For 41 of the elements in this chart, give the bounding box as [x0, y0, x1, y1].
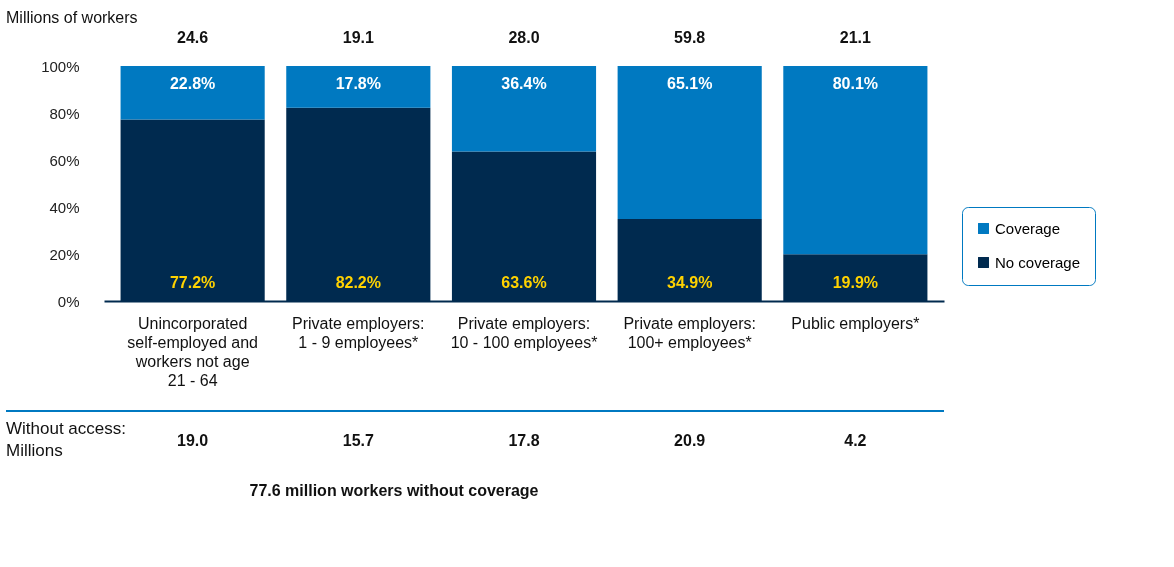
annotation: 59.8 [674, 29, 706, 46]
data-label: 36.4% [501, 75, 547, 92]
data-label: 77.2% [169, 274, 216, 291]
y-tick-label: 0% [57, 292, 80, 310]
bar [617, 66, 762, 219]
bar [783, 66, 928, 255]
text: Millions of workers [6, 9, 138, 26]
y-tick-label: 40% [49, 198, 80, 216]
legend-label: Coverage [995, 219, 1061, 237]
bar [286, 66, 431, 108]
annotation: 28.0 [508, 29, 540, 46]
data-label: 80.1% [832, 75, 879, 92]
x-tick-label: Private employers: 100+ employees* [623, 314, 756, 351]
annotation: 24.6 [177, 29, 209, 46]
bar [451, 66, 597, 152]
data-label: 63.6% [501, 274, 547, 291]
data-label: 34.9% [666, 274, 713, 291]
text: 19.0 [177, 432, 209, 449]
data-label: 65.1% [666, 75, 713, 92]
x-tick-label: Private employers: 10 - 100 employees* [450, 314, 598, 351]
bar [120, 66, 265, 120]
y-tick-label: 60% [49, 151, 80, 169]
text: Without access: Millions [6, 419, 126, 460]
data-label: 19.9% [832, 274, 879, 291]
annotation: 21.1 [839, 29, 872, 46]
data-label: 17.8% [335, 75, 382, 92]
text: 17.8 [508, 432, 540, 449]
y-tick-label: 80% [49, 104, 80, 122]
annotation: 19.1 [342, 29, 374, 46]
y-tick-label: 20% [49, 245, 80, 263]
text: 4.2 [844, 432, 867, 449]
x-tick-label: Public employers* [791, 314, 920, 332]
y-tick-label: 100% [41, 57, 80, 75]
text: 15.7 [342, 432, 374, 449]
legend-label: No coverage [995, 253, 1081, 271]
x-tick-label: Unincorporated self-employed and workers not age 21 - 64 [127, 314, 259, 389]
x-tick-label: Private employers: 1 - 9 employees* [292, 314, 425, 351]
data-label: 22.8% [169, 75, 216, 92]
text: 20.9 [674, 432, 706, 449]
text: 77.6 million workers without coverage [249, 482, 539, 499]
data-label: 82.2% [335, 274, 382, 291]
